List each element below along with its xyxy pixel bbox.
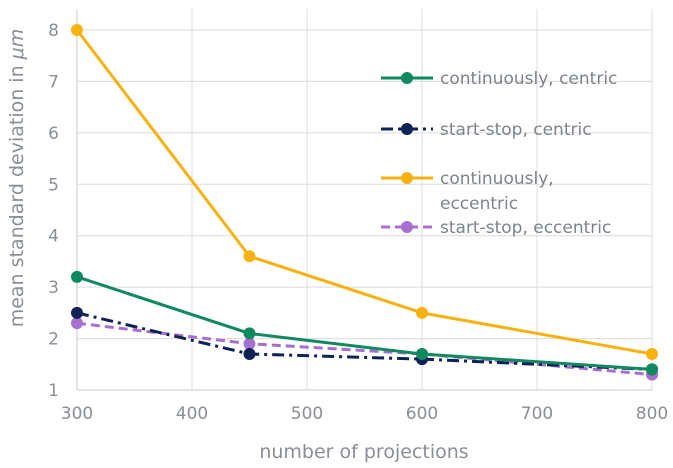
series-continuously-centric xyxy=(71,270,658,376)
series-line xyxy=(76,311,653,371)
legend-swatch-marker xyxy=(401,72,413,84)
y-tick-label: 8 xyxy=(48,21,59,41)
y-tick-label: 5 xyxy=(48,175,59,195)
legend-swatch-marker xyxy=(401,123,413,135)
data-point xyxy=(243,348,256,360)
x-tick-label: 700 xyxy=(521,404,553,424)
legend-swatch-marker xyxy=(401,221,413,233)
y-tick-label: 4 xyxy=(48,227,59,247)
data-point xyxy=(71,306,83,319)
data-point xyxy=(71,270,83,283)
x-tick-label: 500 xyxy=(291,404,323,424)
legend: continuously, centric start-stop, centric… xyxy=(381,69,617,238)
legend-item: start-stop, eccentric xyxy=(381,218,611,238)
y-axis-label: mean standard deviation in μm xyxy=(6,29,28,328)
series-line xyxy=(76,321,653,377)
data-point xyxy=(243,250,256,263)
x-tick-label: 400 xyxy=(176,404,208,424)
y-axis-label-text: mean standard deviation in xyxy=(6,59,28,327)
series-continuously-eccentric xyxy=(71,24,658,360)
legend-item: start-stop, centric xyxy=(381,120,592,140)
x-tick-label: 300 xyxy=(61,404,93,424)
legend-label: continuously, centric xyxy=(440,69,617,89)
series-start-stop-eccentric xyxy=(71,317,658,381)
y-tick-label: 7 xyxy=(48,72,59,92)
legend-label-line: continuously, xyxy=(440,169,554,189)
legend-label-line: continuously, centric xyxy=(440,69,617,89)
legend-swatch-marker xyxy=(401,172,413,184)
data-point xyxy=(243,327,256,340)
legend-label-line: start-stop, eccentric xyxy=(440,218,611,238)
y-tick-label: 1 xyxy=(48,381,59,401)
data-point xyxy=(243,337,256,350)
legend-label: start-stop, eccentric xyxy=(440,218,611,238)
legend-item: continuously, eccentric xyxy=(381,169,554,214)
data-point xyxy=(646,363,658,376)
legend-label: continuously, eccentric xyxy=(440,169,554,214)
series-line xyxy=(76,275,653,371)
legend-label: start-stop, centric xyxy=(440,120,592,140)
data-point xyxy=(646,348,658,360)
data-point xyxy=(71,24,83,36)
y-tick-label: 2 xyxy=(48,330,59,350)
legend-item: continuously, centric xyxy=(381,69,617,89)
x-axis-ticks: 300 400 500 600 700 800 xyxy=(61,404,668,424)
y-tick-label: 6 xyxy=(48,124,59,144)
legend-label-line: eccentric xyxy=(440,194,518,214)
x-tick-label: 600 xyxy=(406,404,438,424)
x-tick-label: 800 xyxy=(636,404,668,424)
x-axis-label: number of projections xyxy=(259,441,468,463)
series-layer xyxy=(71,24,658,381)
legend-label-line: start-stop, centric xyxy=(440,120,592,140)
data-point xyxy=(71,317,83,330)
data-point xyxy=(416,348,428,360)
gridlines xyxy=(76,9,653,391)
y-tick-label: 3 xyxy=(48,278,59,298)
data-point xyxy=(416,306,428,319)
y-axis-label-unit: μm xyxy=(6,29,28,61)
series-line xyxy=(75,29,653,356)
y-axis-ticks: 1 2 3 4 5 6 7 8 xyxy=(48,21,59,401)
